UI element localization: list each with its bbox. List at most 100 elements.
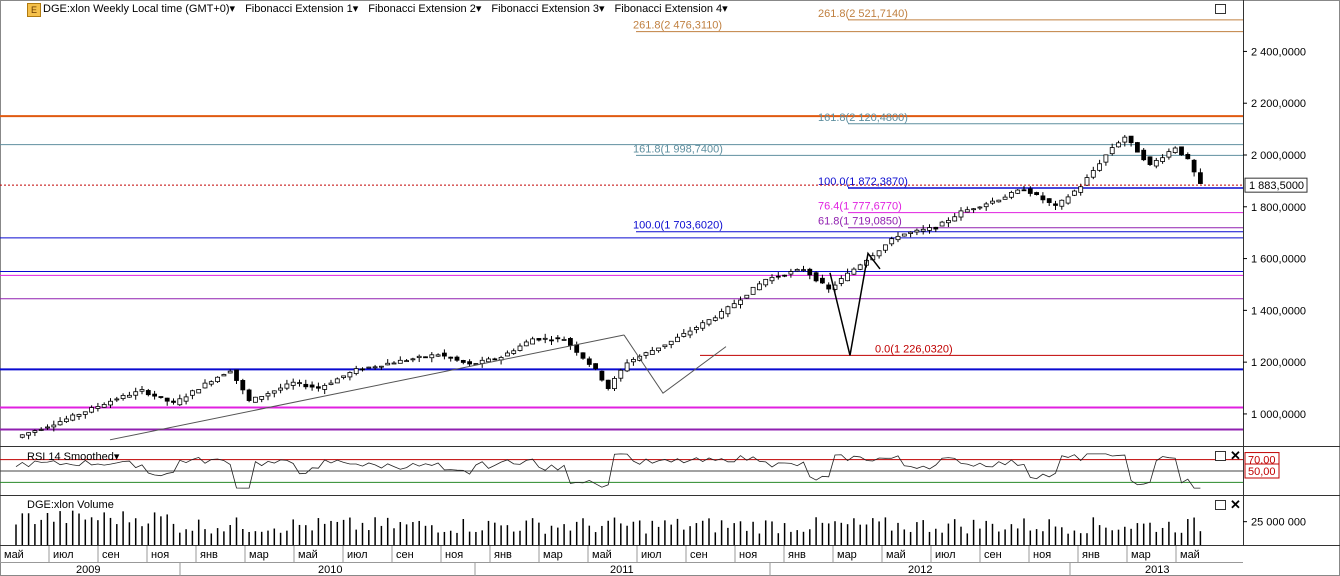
candle-body xyxy=(757,283,762,291)
candle-body xyxy=(108,400,113,406)
candle-body xyxy=(410,358,416,361)
candle-body xyxy=(1166,151,1172,158)
rsi-pane-maximize-icon[interactable] xyxy=(1215,451,1226,461)
candle-body xyxy=(794,269,800,272)
candle-body xyxy=(290,381,296,386)
month-label: июл xyxy=(641,549,662,561)
candle-body xyxy=(612,378,617,390)
rsi-pane-close-icon[interactable]: ✕ xyxy=(1230,448,1241,463)
volume-tick-label: 25 000 000 xyxy=(1251,517,1306,529)
candle-body xyxy=(996,199,1002,203)
candle-body xyxy=(435,354,441,357)
fib-level-label: 261.8(2 521,7140) xyxy=(818,8,908,20)
candle-body xyxy=(303,383,309,388)
candle-body xyxy=(82,411,88,415)
candle-body xyxy=(246,389,252,401)
candle-body xyxy=(517,345,523,351)
candle-body xyxy=(271,390,277,394)
fib-level-label: 0.0(1 226,0320) xyxy=(875,343,953,355)
candle-body xyxy=(542,337,548,340)
candle-body xyxy=(971,208,976,211)
candle-body xyxy=(227,370,233,374)
candle-body xyxy=(1172,147,1178,153)
month-label: янв xyxy=(200,549,218,561)
candle-body xyxy=(1097,163,1102,171)
candle-body xyxy=(145,390,151,396)
candle-body xyxy=(675,336,680,343)
candle-body xyxy=(530,338,535,345)
candle-body xyxy=(1084,177,1090,186)
candle-body xyxy=(1065,196,1071,204)
candle-body xyxy=(416,355,422,359)
candle-body xyxy=(240,380,246,391)
candle-body xyxy=(656,347,661,352)
fib-level-label: 100.0(1 872,3870) xyxy=(818,176,908,188)
candle-body xyxy=(1090,170,1096,178)
candle-body xyxy=(32,430,38,433)
candle-body xyxy=(164,397,170,402)
candle-body xyxy=(939,221,945,227)
month-label: июл xyxy=(935,549,956,561)
candle-body xyxy=(883,244,888,251)
candle-body xyxy=(1198,172,1203,184)
price-pane-maximize-icon[interactable] xyxy=(1215,4,1226,14)
candle-body xyxy=(901,233,907,237)
fib-level-label: 100.0(1 703,6020) xyxy=(633,220,723,232)
candle-body xyxy=(801,269,806,271)
fib-ext-1-menu[interactable]: Fibonacci Extension 1▾ xyxy=(245,3,359,15)
candle-body xyxy=(297,382,302,385)
fib-ext-2-menu[interactable]: Fibonacci Extension 2▾ xyxy=(368,3,482,15)
candle-body xyxy=(908,231,913,234)
candle-body xyxy=(826,284,832,290)
year-label: 2013 xyxy=(1145,564,1169,576)
candle-body xyxy=(448,356,454,359)
app-logo-icon[interactable]: E xyxy=(27,3,41,17)
candle-body xyxy=(914,229,920,233)
candle-body xyxy=(76,414,82,417)
trend-line xyxy=(109,334,625,441)
candle-body xyxy=(26,432,32,436)
candle-body xyxy=(586,358,592,365)
rsi-pane-label[interactable]: RSI 14 Smoothed▾ xyxy=(27,451,120,463)
candle-body xyxy=(725,306,731,315)
y-tick-label: 2 000,0000 xyxy=(1251,150,1306,162)
candle-body xyxy=(687,330,693,336)
candle-body xyxy=(133,391,139,396)
y-tick-label: 1 600,0000 xyxy=(1251,254,1306,266)
candle-body xyxy=(1072,190,1077,196)
month-label: мар xyxy=(543,549,563,561)
volume-bars xyxy=(15,510,1202,545)
candle-body xyxy=(649,350,655,355)
candle-body xyxy=(120,394,126,399)
candle-body xyxy=(353,368,359,374)
candle-body xyxy=(694,327,699,331)
candle-body xyxy=(234,369,239,381)
candle-body xyxy=(1053,203,1058,206)
fib-ext-4-menu[interactable]: Fibonacci Extension 4▾ xyxy=(614,3,728,15)
candle-body xyxy=(851,268,857,275)
candle-body xyxy=(334,378,340,384)
candle-body xyxy=(139,389,145,392)
month-label: янв xyxy=(1082,549,1100,561)
candle-body xyxy=(1103,154,1109,163)
candle-body xyxy=(221,374,227,377)
volume-pane-maximize-icon[interactable] xyxy=(1215,500,1226,510)
candle-body xyxy=(788,271,794,275)
candle-body xyxy=(643,352,649,356)
candle-body xyxy=(1059,199,1065,207)
chart-toolbar: DGE:xlon Weekly Local time (GMT+0)▾ Fibo… xyxy=(43,2,738,16)
candle-body xyxy=(712,317,718,321)
candle-body xyxy=(1153,160,1159,167)
month-label: сен xyxy=(984,549,1002,561)
fib-level-label: 261.8(2 476,3110) xyxy=(633,20,722,32)
candle-body xyxy=(618,369,624,379)
month-label: мар xyxy=(837,549,857,561)
candle-body xyxy=(315,386,321,389)
volume-pane-close-icon[interactable]: ✕ xyxy=(1230,497,1241,512)
fib-level-label: 161.8(1 998,7400) xyxy=(633,143,723,155)
symbol-menu[interactable]: DGE:xlon Weekly Local time (GMT+0)▾ xyxy=(43,3,236,15)
candle-body xyxy=(1078,186,1084,193)
fib-ext-3-menu[interactable]: Fibonacci Extension 3▾ xyxy=(491,3,605,15)
candle-body xyxy=(920,228,926,232)
